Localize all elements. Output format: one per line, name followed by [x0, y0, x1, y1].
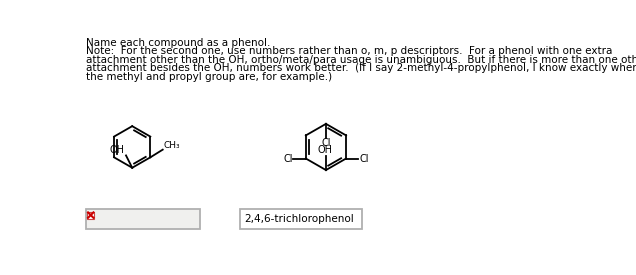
Text: Name each compound as a phenol.: Name each compound as a phenol. — [86, 39, 270, 48]
FancyBboxPatch shape — [87, 212, 94, 219]
Text: CH₃: CH₃ — [163, 141, 180, 150]
Text: the methyl and propyl group are, for example.): the methyl and propyl group are, for exa… — [86, 72, 332, 81]
Text: attachment besides the OH, numbers work better.  (If I say 2-methyl-4-propylphen: attachment besides the OH, numbers work … — [86, 63, 636, 73]
Text: OH: OH — [317, 145, 333, 155]
Text: Cl: Cl — [283, 153, 293, 164]
Text: OH: OH — [109, 145, 125, 155]
Text: Note:  For the second one, use numbers rather than o, m, p descriptors.  For a p: Note: For the second one, use numbers ra… — [86, 46, 612, 56]
Text: Cl: Cl — [321, 139, 331, 148]
FancyBboxPatch shape — [240, 208, 363, 229]
Text: Cl: Cl — [359, 153, 369, 164]
FancyBboxPatch shape — [86, 208, 200, 229]
Text: attachment other than the OH, ortho/meta/para usage is unambiguous.  But if ther: attachment other than the OH, ortho/meta… — [86, 54, 636, 65]
Text: 2,4,6-trichlorophenol: 2,4,6-trichlorophenol — [244, 214, 354, 224]
